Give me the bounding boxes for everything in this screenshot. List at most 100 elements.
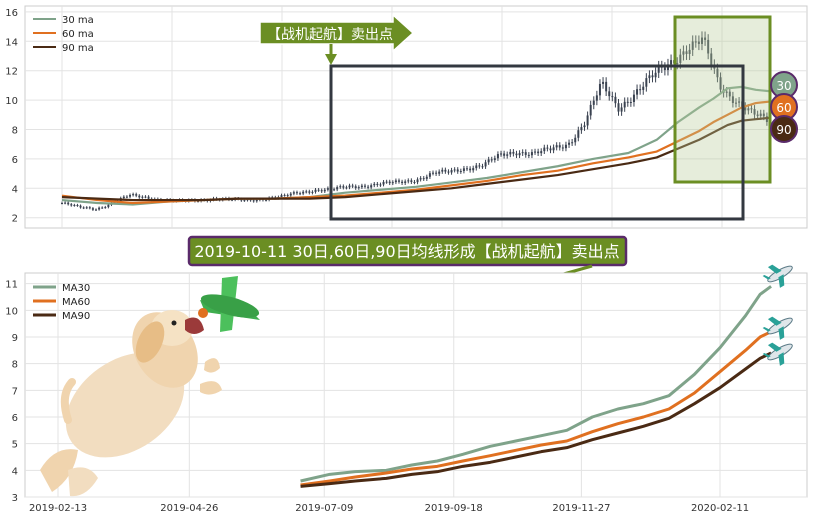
candle-body (91, 208, 94, 210)
candle-body (302, 191, 305, 194)
top-y-tick-label: 14 (5, 37, 18, 48)
candle-body (592, 100, 595, 105)
candle-body (700, 37, 703, 44)
candle-body (734, 102, 737, 104)
candle-body (639, 89, 642, 91)
candle-body (657, 66, 660, 73)
candle-body (524, 152, 527, 155)
candle-body (605, 81, 608, 92)
candle-body (360, 185, 363, 188)
candle-body (125, 196, 128, 198)
top-banner-text: 【战机起航】卖出点 (267, 27, 393, 43)
bottom-y-tick-label: 5 (12, 440, 18, 451)
candle-body (132, 194, 135, 196)
candle-body (490, 159, 493, 161)
candle-body (70, 204, 73, 206)
candle-body (453, 169, 456, 171)
candle-body (568, 142, 571, 145)
top-y-tick-label: 2 (12, 214, 18, 225)
candle-body (753, 109, 756, 115)
sell-zone-green-box (673, 15, 772, 184)
candle-body (688, 49, 691, 54)
candle-body (636, 89, 639, 95)
legend-label-60ma: 60 ma (62, 29, 94, 40)
bottom-chart-ma-lines (300, 285, 772, 488)
legend-label-MA60: MA60 (62, 297, 90, 308)
candle-body (496, 154, 499, 159)
candle-body (289, 193, 292, 196)
candle-body (422, 178, 425, 180)
candle-body (632, 94, 635, 103)
candle-body (104, 207, 107, 209)
candle-body (305, 191, 308, 193)
candle-body (503, 153, 506, 156)
bottom-y-tick-label: 3 (12, 493, 18, 504)
candle-body (428, 173, 431, 177)
candle-body (441, 169, 444, 172)
candle-body (602, 81, 605, 84)
candle-body (704, 37, 707, 40)
badge-90 (770, 115, 798, 143)
candle-body (670, 60, 673, 65)
candle-body (611, 96, 614, 98)
candle-body (122, 196, 125, 199)
dog-illustration (40, 310, 222, 497)
candle-body (577, 130, 580, 138)
candle-body (231, 199, 234, 201)
candle-body (357, 187, 360, 189)
candle-body (311, 191, 314, 193)
candle-body (354, 186, 357, 189)
candle-body (67, 202, 70, 205)
candle-body (88, 207, 91, 209)
candle-body (540, 151, 543, 154)
candle-body (744, 106, 747, 111)
top-chart-y-ticks: 2 4 6 8 10 12 14 16 (5, 8, 18, 225)
candle-body (425, 176, 428, 179)
bottom-chart-y-ticks: 3 4 5 6 7 8 9 10 11 (5, 280, 18, 504)
bottom-series-MA30 (300, 285, 772, 483)
candle-body (82, 207, 85, 209)
candle-body (456, 169, 459, 172)
candle-body (280, 195, 283, 198)
candle-body (710, 53, 713, 65)
candle-body (648, 75, 651, 79)
candle-body (530, 152, 533, 156)
candle-body (750, 108, 753, 110)
ma-badges: 30 60 90 (770, 71, 798, 143)
candle-body (98, 207, 101, 210)
top-y-tick-label: 16 (5, 8, 18, 19)
candle-body (320, 190, 323, 192)
candle-body (447, 171, 450, 173)
bottom-y-tick-label: 7 (12, 386, 18, 397)
candle-body (243, 200, 246, 202)
candle-body (685, 51, 688, 54)
candle-body (716, 68, 719, 78)
candle-body (682, 51, 685, 55)
candle-body (500, 153, 503, 155)
candle-body (707, 39, 710, 54)
candle-body (691, 41, 694, 50)
candle-body (147, 196, 150, 199)
candle-body (521, 152, 524, 154)
candle-body (642, 86, 645, 90)
candle-body (738, 101, 741, 103)
candle-body (79, 205, 82, 208)
candle-body (555, 145, 558, 148)
candle-body (410, 180, 413, 182)
candle-body (676, 62, 679, 64)
candle-body (731, 96, 734, 104)
candle-body (598, 83, 601, 96)
candle-body (617, 103, 620, 112)
candle-body (85, 207, 88, 209)
sell-point-dark-box (329, 64, 745, 221)
candle-body (561, 147, 564, 149)
candle-body (589, 104, 592, 116)
candle-body (367, 186, 370, 188)
candle-body (385, 181, 388, 183)
candle-body (626, 101, 629, 103)
candle-body (144, 196, 147, 198)
airplane-icon (762, 264, 793, 288)
toy-plane-illustration (198, 276, 260, 332)
candle-body (345, 187, 348, 189)
candle-body (252, 200, 255, 202)
